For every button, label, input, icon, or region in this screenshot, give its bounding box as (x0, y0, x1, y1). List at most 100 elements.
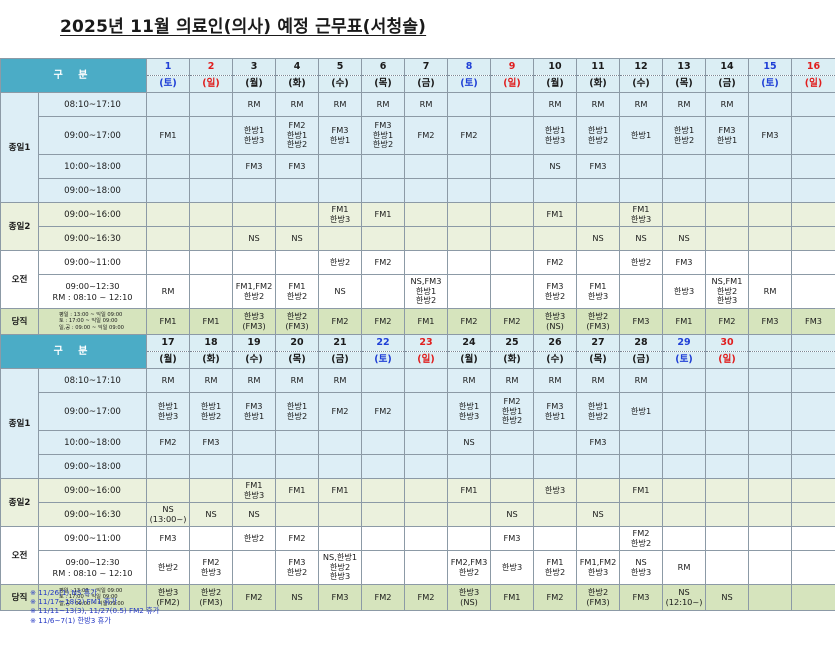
schedule-cell (404, 430, 449, 455)
day-number: 19 (232, 334, 277, 352)
weekday-label: (목) (576, 351, 621, 369)
shift-time-label: 09:00~17:00 (37, 392, 148, 431)
schedule-cell (791, 274, 835, 309)
shift-group-label: 당직 (0, 308, 39, 335)
schedule-cell: 한방1 한방3 (533, 116, 578, 155)
schedule-cell: RM (533, 92, 578, 117)
staff-assignment: FM3 (761, 315, 779, 326)
schedule-cell (232, 178, 277, 203)
schedule-cell: 한방3 (NS) (447, 584, 492, 611)
schedule-cell: FM1 (318, 478, 363, 503)
schedule-cell: 한방1 한방2 (662, 116, 707, 155)
staff-assignment: FM3 (675, 256, 693, 267)
day-number: 4 (275, 58, 320, 76)
weekday-label: (화) (490, 351, 535, 369)
shift-row: 09:00~17:00 FM1 한방1 한방3 FM2 한방1 한방2 FM3 한방1 FM3 한방… (1, 116, 835, 155)
schedule-cell: RM (146, 274, 191, 309)
schedule-cell: NS (576, 502, 621, 527)
schedule-cell: 한방3 (490, 550, 535, 585)
staff-assignment: 한방2 (243, 532, 265, 543)
schedule-cell (533, 178, 578, 203)
staff-assignment: 한방3 (458, 410, 480, 421)
schedule-cell: NS (232, 226, 277, 251)
schedule-cell: FM1 한방3 (318, 202, 363, 227)
day-number (748, 334, 793, 352)
schedule-cell (791, 92, 835, 117)
staff-assignment: FM3 (288, 160, 306, 171)
schedule-cell (275, 502, 320, 527)
schedule-cell (361, 502, 406, 527)
schedule-cell: NS (447, 430, 492, 455)
schedule-cell: NS (318, 274, 363, 309)
schedule-cell (447, 178, 492, 203)
schedule-cell (662, 454, 707, 479)
day-number: 15 (748, 58, 793, 76)
schedule-cell: FM1 한방2 (275, 274, 320, 309)
shift-time-label: 09:00~18:00 (37, 178, 148, 203)
schedule-cell: RM (146, 368, 191, 393)
staff-assignment: NS (678, 586, 690, 597)
staff-assignment: FM2 (718, 315, 736, 326)
schedule-cell: FM2 (447, 308, 492, 335)
staff-assignment: 한방3 (544, 310, 566, 321)
schedule-cell: RM (275, 368, 320, 393)
staff-assignment: NS (592, 508, 604, 519)
schedule-cell (361, 178, 406, 203)
staff-assignment: FM1 (288, 280, 306, 291)
schedule-cell (361, 274, 406, 309)
schedule-cell: FM3 (189, 430, 234, 455)
shift-group-label: 종일1 (0, 92, 39, 203)
weekday-header-row: (월) (화) (수) (목) (금) (토) (일) (월) (화) (수) (목) (금) (토)(… (1, 351, 835, 369)
schedule-cell (619, 178, 664, 203)
schedule-cell (576, 250, 621, 275)
staff-assignment: FM2 (288, 120, 306, 131)
day-number: 24 (447, 334, 492, 352)
schedule-cell: NS (533, 154, 578, 179)
schedule-cell (705, 368, 750, 393)
staff-assignment: FM2 (159, 436, 177, 447)
schedule-cell: FM2 (361, 308, 406, 335)
staff-assignment: RM (247, 374, 261, 385)
schedule-cell (361, 430, 406, 455)
schedule-cell (318, 454, 363, 479)
schedule-cell: 한방3 (FM3) (232, 308, 277, 335)
schedule-cell (748, 454, 793, 479)
schedule-cell: 한방1 한방2 (189, 392, 234, 431)
schedule-cell: FM3 (275, 154, 320, 179)
schedule-cell: FM1 한방2 (533, 550, 578, 585)
day-number: 8 (447, 58, 492, 76)
staff-assignment: FM1 (331, 484, 349, 495)
schedule-cell (490, 178, 535, 203)
weekday-label: (금) (404, 75, 449, 93)
duty-time-line: 평일 : 13:00 ~ 익일 09:00 (59, 312, 123, 319)
schedule-cell (447, 92, 492, 117)
schedule-cell (189, 454, 234, 479)
staff-assignment: RM (290, 374, 304, 385)
staff-assignment: RM (677, 98, 691, 109)
day-number: 9 (490, 58, 535, 76)
staff-assignment: (FM3) (242, 320, 266, 331)
schedule-cell (791, 550, 835, 585)
shift-time-label: 09:00~16:00 (37, 478, 148, 503)
weekday-label: (토) (447, 75, 492, 93)
staff-assignment: 한방1 (673, 124, 695, 135)
staff-assignment: NS (248, 508, 260, 519)
shift-time-label: 09:00~11:00 (37, 250, 148, 275)
staff-assignment: (NS) (460, 596, 478, 607)
staff-assignment: 한방3 (716, 295, 738, 306)
schedule-cell (748, 502, 793, 527)
weekday-label: (수) (619, 75, 664, 93)
staff-assignment: RM (376, 98, 390, 109)
schedule-cell: FM3 한방1 (705, 116, 750, 155)
schedule-cell (533, 226, 578, 251)
schedule-cell (232, 250, 277, 275)
staff-assignment: 한방2 (200, 586, 222, 597)
schedule-cell (533, 430, 578, 455)
schedule-cell: NS (705, 584, 750, 611)
staff-assignment: RM (204, 374, 218, 385)
schedule-cell: RM (318, 92, 363, 117)
staff-assignment: 한방3 (630, 566, 652, 577)
shift-time-label: 09:00~16:30 (37, 226, 148, 251)
staff-assignment: NS (678, 232, 690, 243)
schedule-cell (490, 202, 535, 227)
